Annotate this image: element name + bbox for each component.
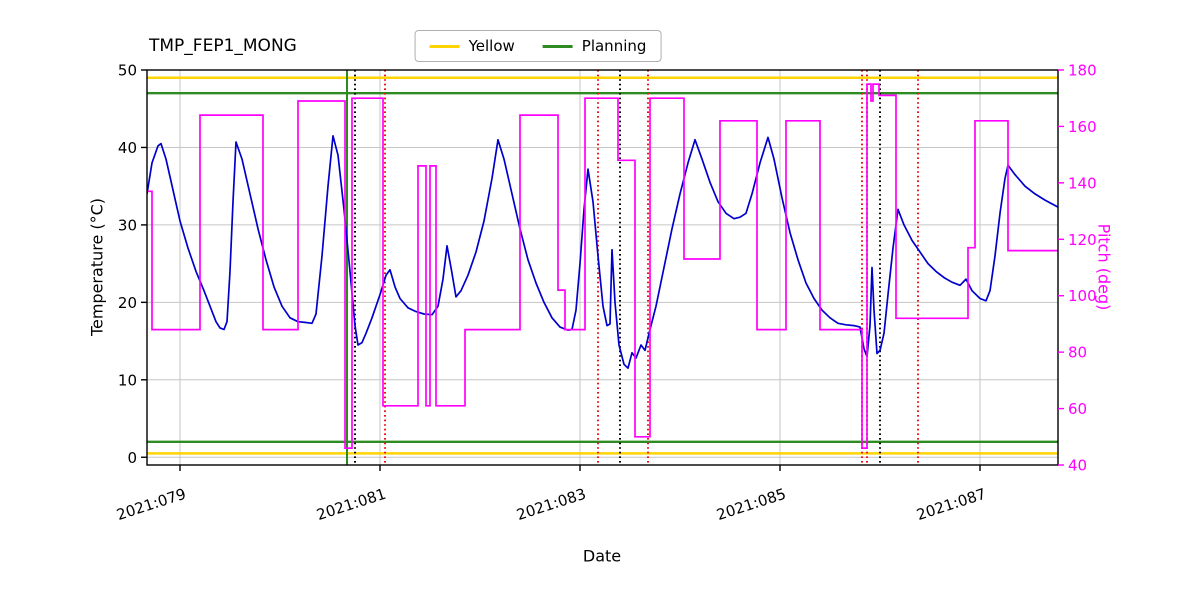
y-left-tick-label: 40 [118, 139, 137, 157]
y-right-tick-label: 60 [1068, 400, 1087, 418]
planning-limit-line-sample [542, 44, 573, 48]
y-axis-label-left: Temperature (°C) [87, 197, 107, 337]
legend: Yellow Planning [414, 30, 662, 62]
yellow-limit-line-sample [429, 44, 460, 48]
y-right-tick-label: 80 [1068, 344, 1087, 362]
y-left-tick-label: 20 [118, 294, 137, 312]
legend-item-yellow: Yellow [429, 37, 515, 55]
y-right-tick-label: 160 [1068, 118, 1097, 136]
y-right-tick-label: 40 [1068, 457, 1087, 475]
y-axis-label-right: Pitch (deg) [1094, 223, 1114, 311]
y-left-tick-label: 0 [127, 449, 137, 467]
legend-label-planning: Planning [581, 37, 647, 55]
x-tick-label: 2021:085 [714, 485, 788, 524]
legend-label-yellow: Yellow [468, 37, 515, 55]
x-tick-label: 2021:083 [514, 485, 588, 524]
pitch-series [147, 83, 1058, 449]
y-left-tick-label: 50 [118, 62, 137, 80]
y-right-tick-label: 120 [1068, 231, 1097, 249]
y-right-tick-label: 140 [1068, 174, 1097, 192]
chart-title: TMP_FEP1_MONG [149, 36, 297, 56]
y-right-tick-label: 180 [1068, 62, 1097, 80]
y-left-tick-label: 30 [118, 216, 137, 234]
axes-border [146, 69, 1059, 466]
x-tick-label: 2021:079 [114, 485, 188, 524]
temperature-series [147, 134, 1058, 370]
x-tick-label: 2021:087 [914, 485, 988, 524]
y-left-tick-label: 10 [118, 371, 137, 389]
plot-content [147, 70, 1058, 465]
x-tick-label: 2021:081 [314, 485, 388, 524]
legend-item-planning: Planning [542, 37, 647, 55]
y-right-tick-label: 100 [1068, 287, 1097, 305]
x-axis-label: Date [582, 546, 622, 566]
